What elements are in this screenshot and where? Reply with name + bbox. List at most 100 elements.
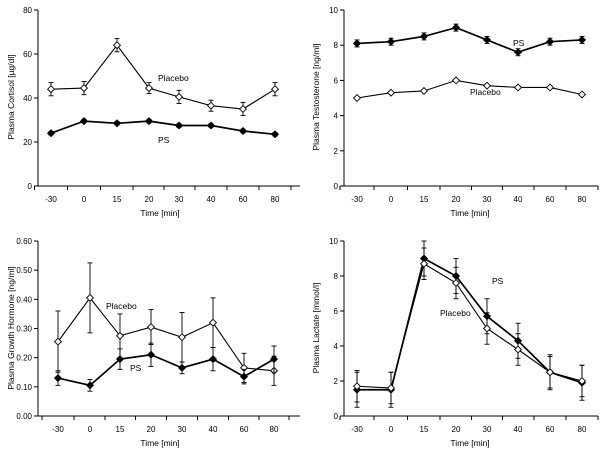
xlabel-growth-hormone: Time [min] — [140, 438, 179, 448]
data-point-placebo — [482, 81, 492, 90]
x-tick-label: 30 — [178, 425, 187, 434]
y-tick-label: 4 — [334, 342, 339, 351]
data-point-ps — [451, 23, 461, 32]
panel-testosterone: Plasma Testosterone [ng/ml] Time [min] P… — [311, 6, 599, 218]
data-point-placebo — [386, 383, 396, 393]
y-tick-label: 10 — [329, 6, 338, 15]
data-point-placebo — [352, 382, 362, 391]
xlabel-cortisol: Time [min] — [140, 208, 179, 218]
data-point-placebo — [419, 259, 429, 268]
y-tick-label: 60 — [23, 50, 32, 59]
series-line-placebo — [356, 79, 583, 99]
data-point-placebo — [513, 83, 523, 92]
data-point-placebo — [513, 345, 523, 354]
series-line-ps — [57, 353, 275, 387]
series-line-ps — [356, 26, 583, 54]
series-line-placebo — [57, 296, 275, 372]
data-point-placebo — [545, 83, 555, 92]
x-tick-label: 30 — [483, 195, 492, 204]
data-point-ps — [352, 39, 362, 48]
data-point-placebo — [577, 90, 587, 99]
x-tick-label: 0 — [389, 425, 394, 434]
y-tick-label: 10 — [329, 237, 338, 246]
data-point-placebo — [238, 104, 248, 114]
data-point-placebo — [79, 84, 89, 93]
x-tick-label: -30 — [45, 195, 57, 204]
data-point-placebo — [144, 84, 154, 93]
ylabel-cortisol: Plasma Cortisol [µg/dl] — [6, 54, 16, 139]
y-tick-label: 0.20 — [16, 354, 32, 363]
y-tick-label: 8 — [334, 41, 339, 50]
data-point-ps — [513, 48, 523, 57]
panel-growth-hormone: Plasma Growth Hormone [ng/ml] Time [min]… — [6, 237, 300, 448]
data-point-placebo — [85, 293, 95, 302]
data-point-placebo — [577, 376, 587, 386]
data-point-ps — [177, 363, 187, 372]
x-tick-label: 0 — [88, 425, 93, 434]
data-point-placebo — [451, 76, 461, 85]
x-tick-label: 40 — [514, 425, 523, 434]
label-gh-placebo: Placebo — [106, 301, 137, 311]
ylabel-testosterone: Plasma Testosterone [ng/ml] — [311, 43, 321, 150]
y-tick-label: 2 — [334, 377, 339, 386]
x-tick-label: -30 — [351, 195, 363, 204]
data-point-placebo — [112, 41, 122, 50]
label-lactate-placebo: Placebo — [440, 308, 471, 318]
x-tick-label: 80 — [578, 425, 587, 434]
x-tick-label: 60 — [240, 425, 249, 434]
xlabel-lactate: Time [min] — [450, 438, 489, 448]
data-point-ps — [46, 129, 56, 138]
data-point-ps — [482, 35, 492, 44]
x-tick-label: 15 — [113, 195, 122, 204]
data-point-placebo — [146, 323, 156, 332]
data-point-ps — [238, 126, 248, 136]
y-tick-label: 2 — [334, 147, 339, 156]
data-point-placebo — [270, 85, 280, 94]
data-point-placebo — [419, 86, 429, 95]
y-tick-label: 6 — [334, 307, 339, 316]
panel-lactate: Plasma Lactate [mmol/l] Time [min] PS Pl… — [311, 237, 599, 448]
label-gh-ps: PS — [130, 363, 142, 373]
y-tick-label: 0.10 — [16, 383, 32, 392]
y-tick-label: 6 — [334, 76, 339, 85]
data-point-placebo — [53, 337, 63, 346]
x-tick-label: 40 — [207, 195, 216, 204]
data-point-placebo — [352, 93, 362, 103]
data-point-ps — [206, 121, 216, 130]
label-testosterone-placebo: Placebo — [470, 87, 501, 97]
data-point-ps — [419, 32, 429, 41]
x-tick-label: 60 — [546, 195, 555, 204]
data-point-placebo — [177, 333, 187, 342]
data-point-placebo — [115, 331, 125, 340]
x-tick-label: 20 — [145, 195, 154, 204]
x-tick-label: 80 — [270, 425, 279, 434]
data-point-placebo — [451, 278, 461, 288]
y-tick-label: 0.50 — [16, 266, 32, 275]
x-tick-label: 80 — [578, 195, 587, 204]
panel-cortisol: Plasma Cortisol [µg/dl] Time [min] Place… — [6, 6, 300, 218]
series-line-ps — [50, 120, 276, 136]
x-tick-label: 30 — [483, 425, 492, 434]
x-tick-label: 15 — [116, 425, 125, 434]
data-point-ps — [239, 372, 249, 381]
data-point-ps — [53, 374, 63, 383]
data-point-placebo — [545, 368, 555, 377]
xlabel-testosterone: Time [min] — [450, 208, 489, 218]
data-point-ps — [545, 37, 555, 46]
x-tick-label: 20 — [452, 195, 461, 204]
y-tick-label: 8 — [334, 272, 339, 281]
y-tick-label: 40 — [23, 94, 32, 103]
data-point-ps — [146, 350, 156, 359]
y-tick-label: 0.40 — [16, 295, 32, 304]
series-line-placebo — [356, 262, 583, 389]
label-cortisol-placebo: Placebo — [158, 73, 189, 83]
data-point-ps — [386, 37, 396, 46]
x-tick-label: 80 — [271, 195, 280, 204]
y-tick-label: 20 — [23, 138, 32, 147]
series-line-placebo — [50, 44, 276, 110]
data-point-placebo — [46, 85, 56, 94]
y-tick-label: 0 — [28, 182, 33, 191]
label-cortisol-ps: PS — [158, 135, 170, 145]
y-tick-label: 4 — [334, 112, 339, 121]
